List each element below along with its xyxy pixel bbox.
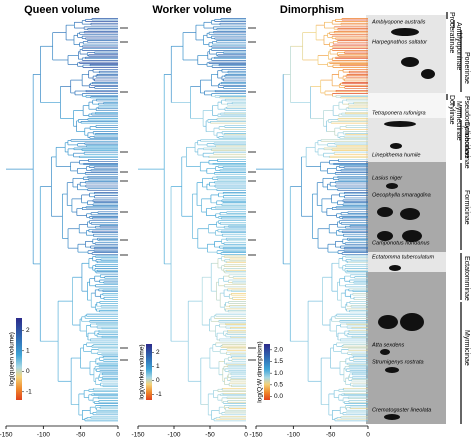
species-label: Strumigenys rostrata — [372, 359, 424, 365]
ant-silhouette — [380, 349, 390, 355]
species-label: Linepithema humile — [372, 152, 421, 158]
time-tick-label: -50 — [76, 432, 86, 439]
colorbar — [264, 344, 270, 400]
subfamily-label: Pseudomyrmecinae — [463, 96, 470, 158]
colorbar-tick-label: 1 — [156, 363, 160, 370]
ant-silhouette — [386, 183, 398, 189]
ant-silhouette — [378, 315, 398, 329]
colorbar-tick-label: 2 — [156, 349, 160, 356]
ant-silhouette — [377, 207, 393, 217]
ant-silhouette — [390, 143, 402, 149]
clade-shade — [366, 272, 446, 424]
time-tick-label: 0 — [244, 432, 248, 439]
ant-silhouette — [385, 367, 399, 373]
ant-silhouette — [377, 231, 393, 241]
clade-shade — [366, 93, 446, 118]
colorbar-tick-label: 2 — [26, 327, 30, 334]
phylogeny — [6, 18, 118, 422]
time-tick-label: -150 — [131, 432, 144, 439]
species-label: Atta sexdens — [371, 342, 405, 348]
species-label: Lasius niger — [372, 175, 403, 181]
panel-title: Queen volume — [24, 4, 100, 16]
subfamily-label: Ponerinae — [463, 52, 470, 84]
subfamily-label: Dolichoderinae — [463, 122, 470, 169]
colorbar — [146, 344, 152, 400]
species-label: Oecophylla smaragdina — [372, 192, 431, 198]
ant-silhouette — [400, 208, 420, 220]
time-tick-label: 0 — [116, 432, 120, 439]
subfamily-label: Proceratiinae — [448, 12, 455, 53]
colorbar-tick-label: 1 — [26, 348, 30, 355]
species-label: Amblyopone australis — [371, 19, 426, 25]
subfamily-label: Myrmeciinae — [455, 101, 462, 141]
panel-title: Worker volume — [152, 4, 231, 16]
phylogeny — [256, 18, 368, 422]
ant-silhouette — [389, 265, 401, 271]
colorbar-tick-label: 0.5 — [274, 382, 283, 389]
colorbar-tick-label: 1.0 — [274, 370, 283, 377]
subfamily-label: Dorylinae — [448, 95, 455, 125]
ant-silhouette — [402, 230, 422, 242]
species-panel — [366, 15, 446, 424]
time-tick-label: -100 — [167, 432, 180, 439]
species-label: Ectatomma tuberculatum — [372, 254, 435, 260]
clade-shade — [366, 15, 446, 93]
ant-silhouettes — [377, 28, 435, 420]
ant-silhouette — [391, 28, 419, 36]
ant-silhouette — [400, 313, 424, 331]
panel-title: Dimorphism — [280, 4, 344, 16]
time-tick-label: -100 — [37, 432, 50, 439]
subfamily-label: Ectatomminae — [463, 256, 470, 301]
species-label: Crematogaster lineolata — [372, 407, 431, 413]
subfamily-label: Formicinae — [463, 190, 470, 225]
species-label: Camponotus floridanus — [372, 240, 430, 246]
colorbar-tick-label: -1 — [156, 391, 162, 398]
time-tick-label: -100 — [287, 432, 300, 439]
colorbar-label: log(queen volume) — [9, 332, 16, 386]
ant-silhouette — [421, 69, 435, 79]
clade-shade — [366, 252, 446, 272]
ant-silhouette — [384, 414, 400, 420]
colorbar-tick-label: 0.0 — [274, 393, 283, 400]
colorbar-label: log(worker volume) — [139, 344, 146, 399]
colorbar-tick-label: -1 — [26, 389, 32, 396]
time-tick-label: -50 — [205, 432, 215, 439]
phylogeny — [138, 18, 246, 422]
species-label: Tetraponera rufonigra — [372, 110, 426, 116]
colorbar-tick-label: 0 — [26, 368, 30, 375]
colorbar — [16, 318, 22, 400]
time-tick-label: -150 — [249, 432, 262, 439]
time-tick-label: -150 — [0, 432, 13, 439]
colorbar-tick-label: 1.5 — [274, 358, 283, 365]
subfamily-label: Amblyoponinae — [455, 22, 462, 70]
ant-silhouette — [401, 57, 419, 67]
time-tick-label: 0 — [366, 432, 370, 439]
colorbar-label: log(Q:W dimorphism) — [257, 341, 264, 402]
time-tick-label: -50 — [326, 432, 336, 439]
colorbar-tick-label: 0 — [156, 377, 160, 384]
species-label: Harpegnathos saltator — [372, 39, 428, 45]
subfamily-brackets — [446, 12, 462, 424]
subfamily-label: Myrmicinae — [463, 330, 470, 366]
colorbar-tick-label: 2.0 — [274, 347, 283, 354]
ant-silhouette — [384, 121, 416, 127]
